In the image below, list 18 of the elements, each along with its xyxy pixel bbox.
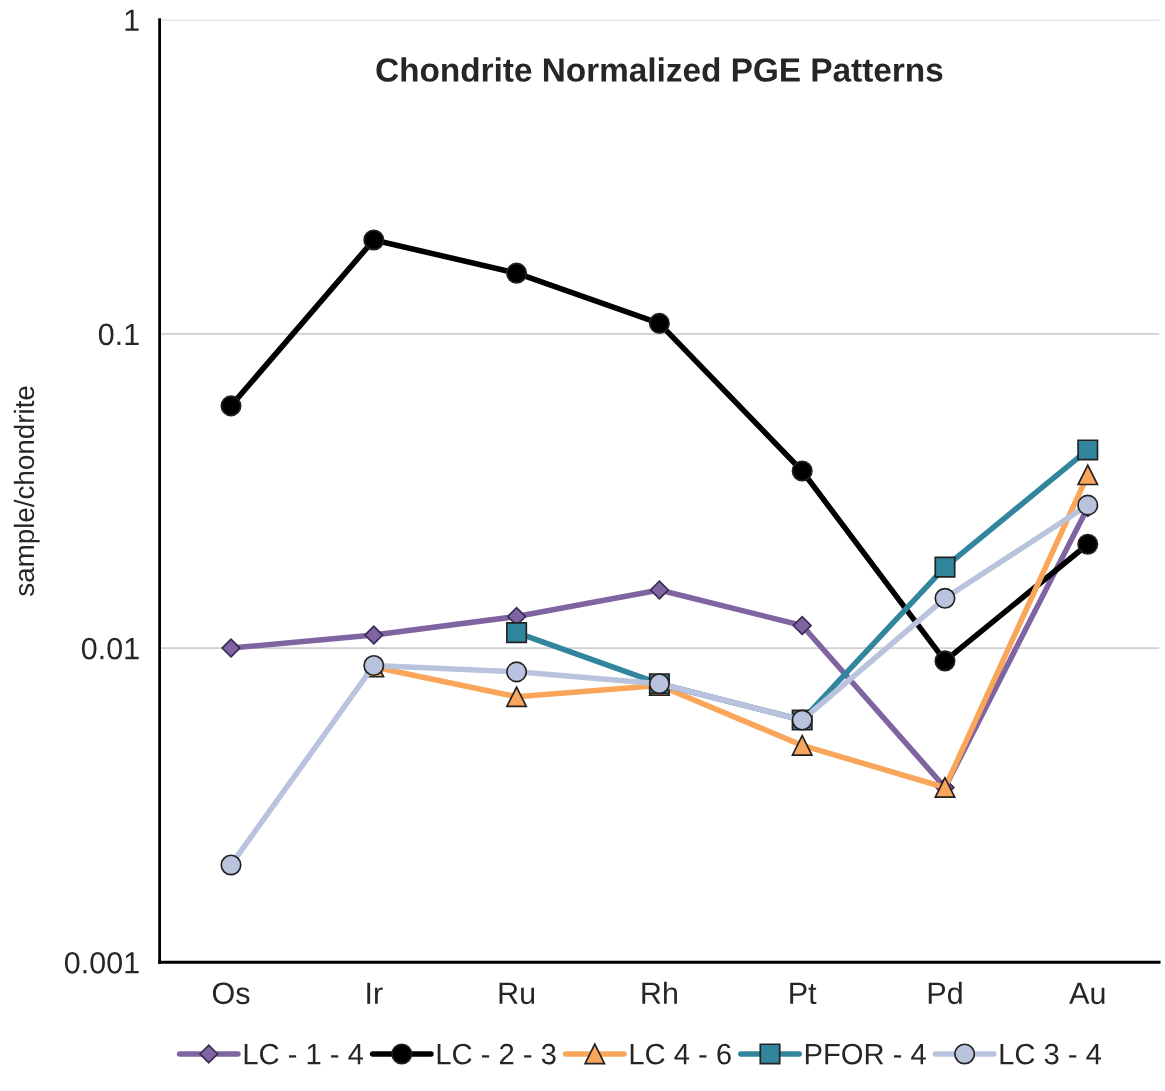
x-tick-label: Ir	[367, 982, 383, 1004]
legend-label: LC 3 - 4	[1000, 1043, 1102, 1065]
x-tick-label: Ru	[499, 982, 535, 1005]
legend-label: PFOR - 4	[805, 1043, 926, 1065]
legend-label: LC - 1 - 4	[244, 1043, 364, 1065]
y-tick-label: 0.01	[81, 637, 139, 660]
legend-label: LC 4 - 6	[630, 1043, 731, 1065]
y-tick-label: 0.1	[98, 323, 139, 346]
x-tick-label: Pd	[928, 981, 962, 1005]
y-axis-title: sample/chondrite	[13, 386, 40, 596]
x-tick-label: Au	[1069, 982, 1105, 1005]
x-tick-label: Rh	[642, 981, 677, 1004]
y-tick-label: 0.001	[64, 952, 139, 974]
x-tick-label: Os	[212, 982, 250, 1005]
y-tick-label: 1	[125, 9, 139, 31]
legend-label: LC - 2 - 3	[437, 1043, 556, 1065]
x-tick-label: Pt	[790, 982, 817, 1005]
text: Chondrite Normalized PGE Patterns	[376, 57, 943, 82]
